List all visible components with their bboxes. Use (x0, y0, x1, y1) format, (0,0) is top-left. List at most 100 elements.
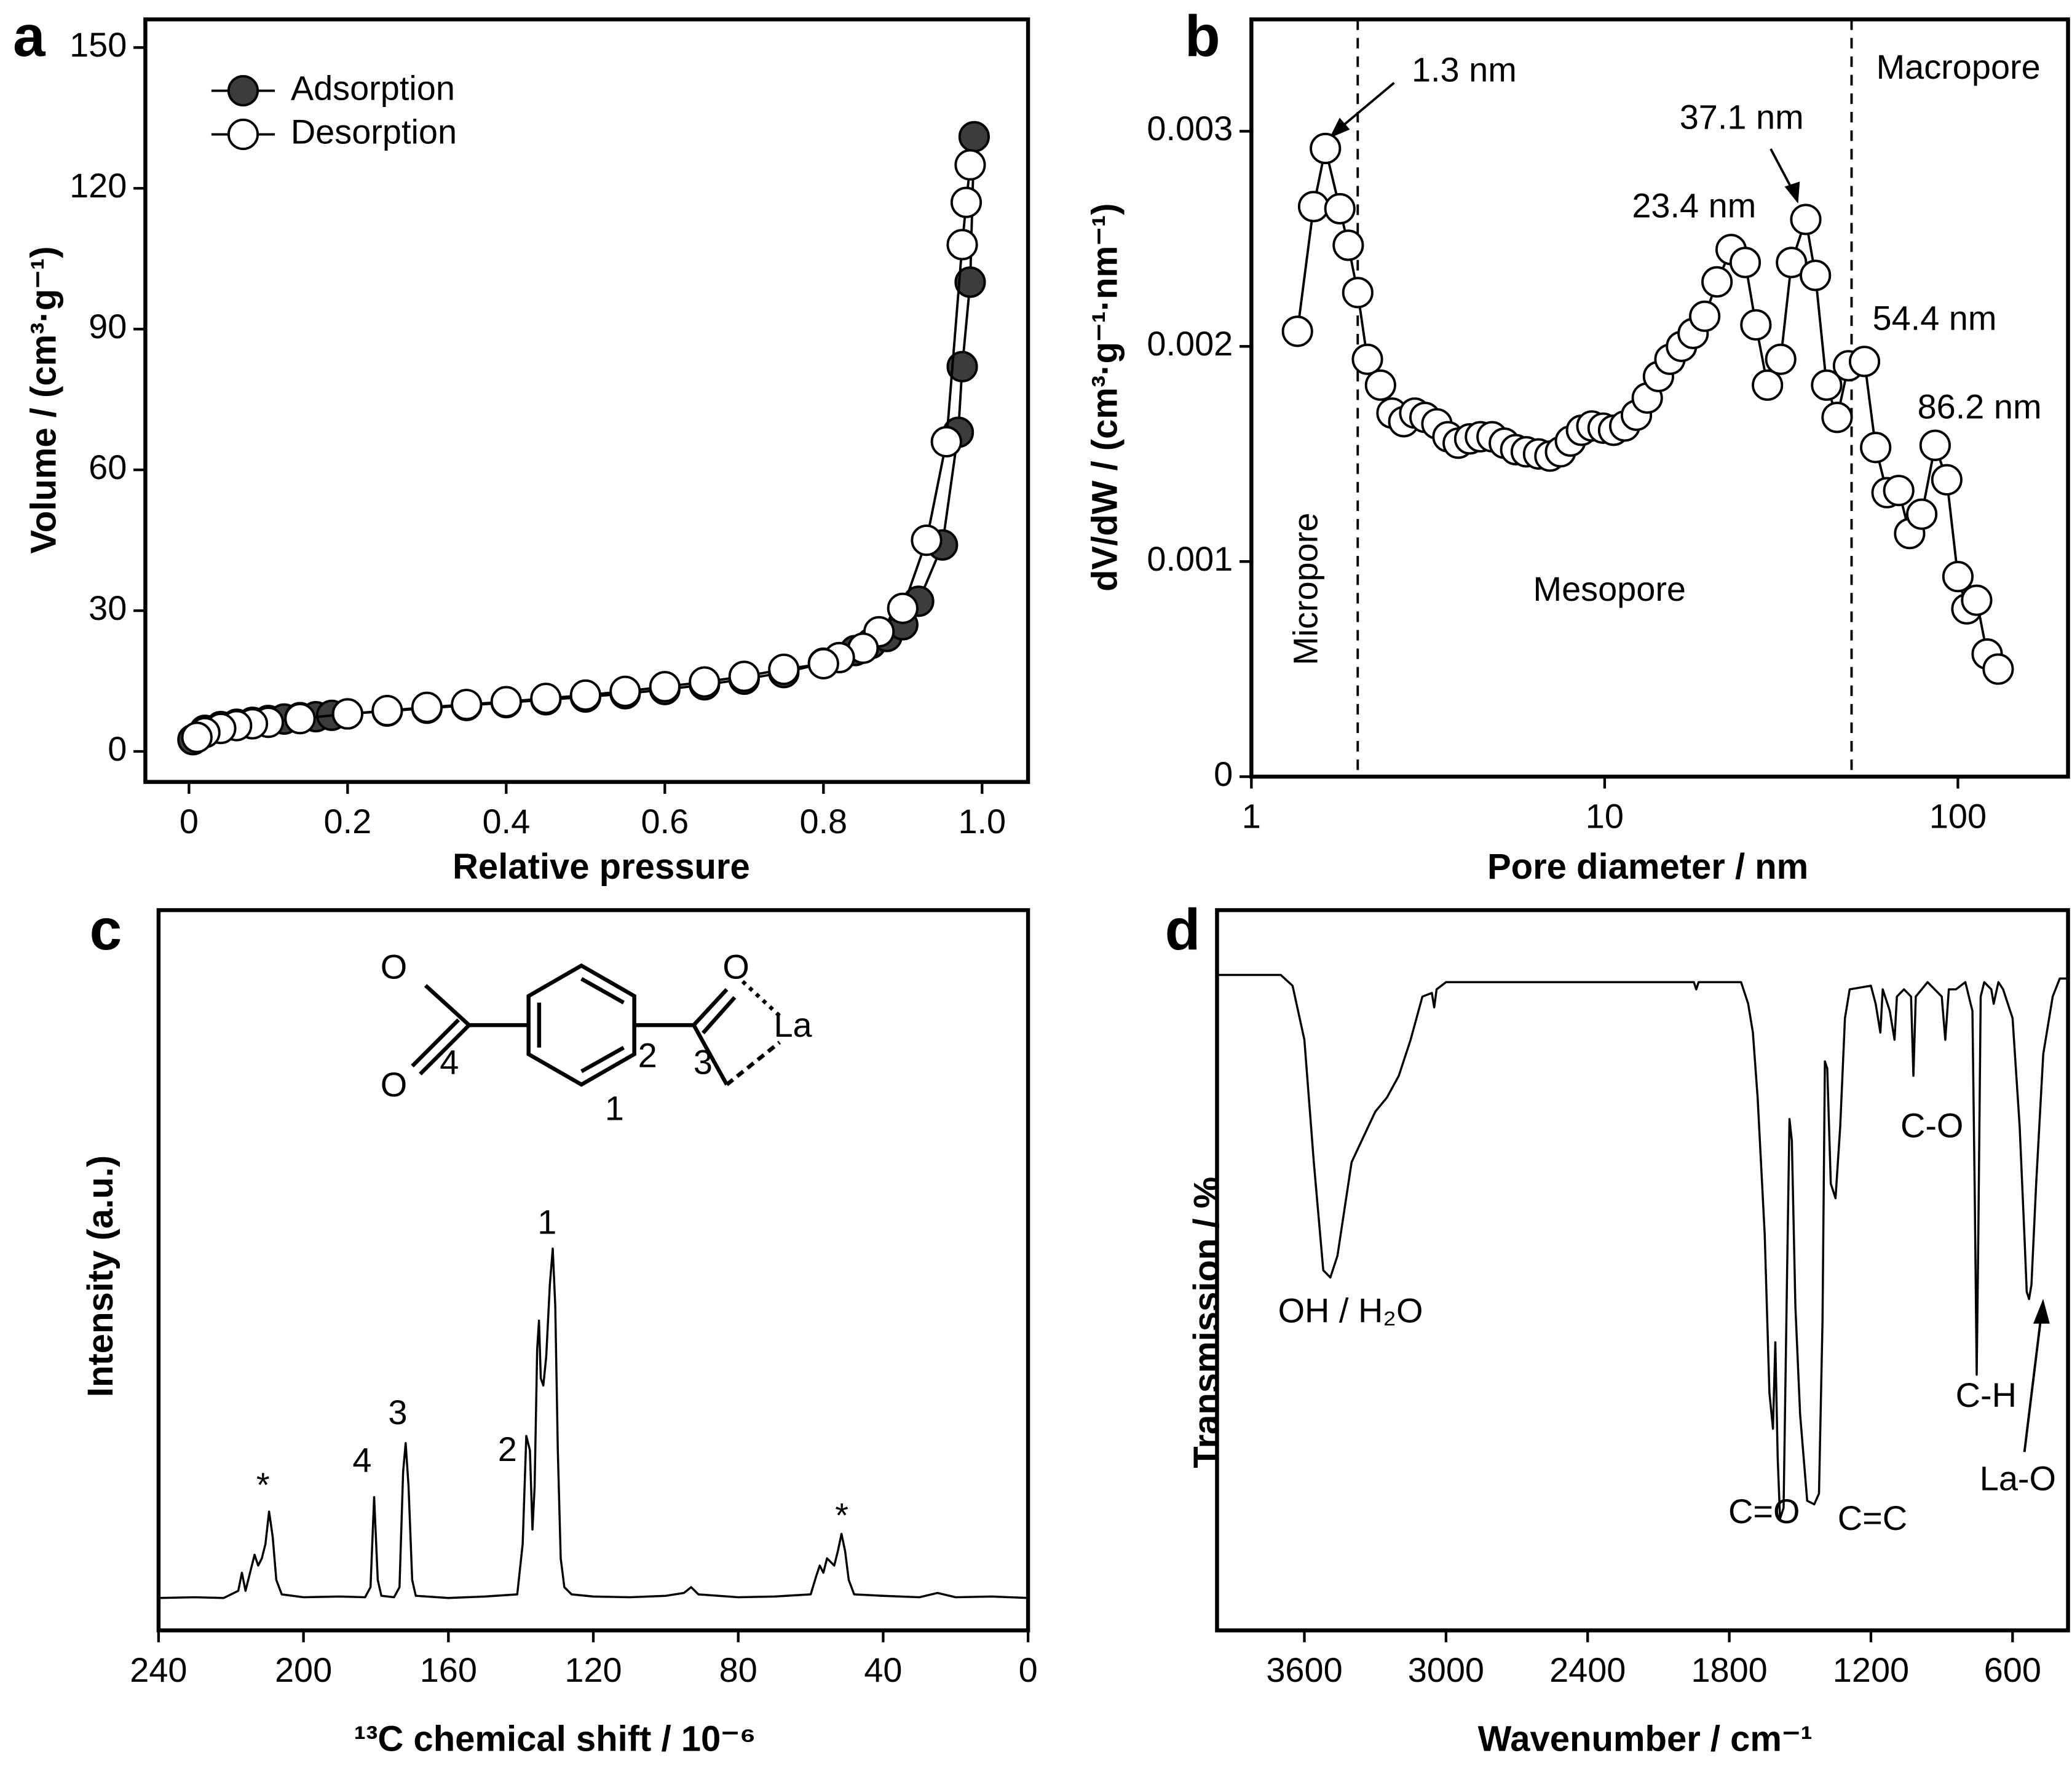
panel-label: d (1165, 897, 1201, 962)
annotation: 54.4 nm (1873, 298, 1997, 337)
legend-marker (227, 118, 259, 151)
annotation: 3 (388, 1393, 407, 1431)
x-tick-label: 0 (1019, 1650, 1038, 1689)
data-point (1800, 259, 1832, 291)
y-tick-label: 0.002 (1147, 324, 1233, 363)
x-axis-label: Wavenumber / cm⁻¹ (1478, 1719, 1813, 1759)
data-point (649, 671, 681, 703)
y-tick-label: 30 (89, 588, 127, 627)
data-point (490, 686, 522, 718)
bond (580, 1045, 625, 1074)
data-point (1310, 132, 1342, 165)
annotation: 37.1 nm (1680, 98, 1804, 137)
x-tick-label: 3000 (1408, 1650, 1484, 1689)
plot-frame (143, 17, 1030, 784)
y-tick-label: 0 (108, 729, 127, 768)
data-point (1729, 247, 1762, 279)
y-tick-label: 0.003 (1147, 109, 1233, 148)
y-tick-label: 150 (69, 25, 127, 64)
data-point (1961, 584, 1993, 616)
annotation: 2 (498, 1430, 517, 1468)
structure-label: 1 (605, 1089, 624, 1128)
data-point (946, 350, 978, 382)
y-axis-label: dV/dW / (cm³·g⁻¹·nm⁻¹) (1085, 203, 1125, 592)
data-point (887, 592, 919, 624)
bond (692, 1024, 729, 1086)
y-tick-label: 60 (89, 448, 127, 486)
plot-frame (1215, 908, 2070, 1633)
data-point (609, 675, 641, 707)
data-point (451, 689, 483, 721)
data-point (371, 695, 403, 727)
data-point (807, 647, 839, 679)
annotation: La-O (1980, 1459, 2056, 1497)
data-point (1919, 429, 1951, 461)
data-point (1364, 369, 1396, 401)
x-tick-label: 2400 (1549, 1650, 1626, 1689)
data-point (411, 691, 443, 723)
region-label: Mesopore (1533, 569, 1686, 608)
legend-label: Adsorption (291, 68, 455, 107)
x-axis-label: Relative pressure (453, 847, 750, 887)
data-point (950, 186, 983, 218)
legend-label: Desorption (291, 112, 457, 151)
bond (424, 984, 471, 1027)
x-tick-label: 1.0 (958, 802, 1006, 841)
data-point (530, 683, 562, 715)
annotation: * (256, 1465, 270, 1504)
data-point (1351, 343, 1383, 375)
x-tick-label: 100 (1929, 797, 1987, 836)
y-tick-label: 90 (89, 307, 127, 346)
structure-label: 4 (440, 1042, 459, 1081)
annotation: 1.3 nm (1412, 50, 1517, 89)
x-tick-label: 0.4 (482, 802, 530, 841)
data-point (1281, 315, 1313, 347)
annotation: 86.2 nm (1918, 387, 2042, 426)
panel-label: a (13, 4, 46, 69)
structure (411, 963, 781, 1087)
data-point (1790, 204, 1822, 236)
data-point (181, 721, 213, 753)
x-tick-label: 600 (1984, 1650, 2041, 1689)
annotation: C-O (1900, 1106, 1963, 1145)
x-axis-label: Pore diameter / nm (1487, 847, 1808, 887)
y-tick-label: 120 (69, 166, 127, 205)
data-point (930, 426, 962, 457)
data-point (1689, 300, 1721, 332)
data-point (284, 703, 316, 735)
data-point (1931, 464, 1963, 496)
data-point (1982, 653, 2014, 685)
data-point (1740, 309, 1772, 341)
data-point (1848, 346, 1881, 378)
data-point (1324, 192, 1356, 224)
bond (692, 988, 729, 1027)
x-tick-label: 120 (564, 1650, 622, 1689)
x-tick-label: 1200 (1833, 1650, 1909, 1689)
data-point (1821, 402, 1853, 434)
panel-label: c (90, 897, 122, 962)
x-tick-label: 3600 (1266, 1650, 1342, 1689)
x-tick-label: 1800 (1691, 1650, 1767, 1689)
data-point (946, 229, 978, 261)
data-point (569, 679, 601, 711)
data-point (954, 266, 986, 298)
x-tick-label: 0 (180, 802, 199, 841)
data-point (768, 653, 800, 686)
coordination (726, 1040, 781, 1087)
structure-label: 2 (638, 1036, 657, 1075)
arrow-head (1329, 117, 1350, 138)
arrows (1329, 82, 2050, 1452)
data-point (1297, 191, 1330, 223)
plot-frame (156, 908, 1030, 1633)
data-point (1906, 498, 1938, 530)
annotation: 1 (537, 1202, 556, 1241)
data-line (158, 1247, 1029, 1599)
annotation: OH / H₂O (1278, 1291, 1423, 1329)
data-point (1776, 247, 1808, 279)
data-point (911, 525, 943, 556)
annotation: C=O (1728, 1492, 1800, 1530)
legend-marker (227, 75, 259, 107)
bond (411, 1018, 461, 1068)
y-tick-label: 0.001 (1147, 539, 1233, 578)
